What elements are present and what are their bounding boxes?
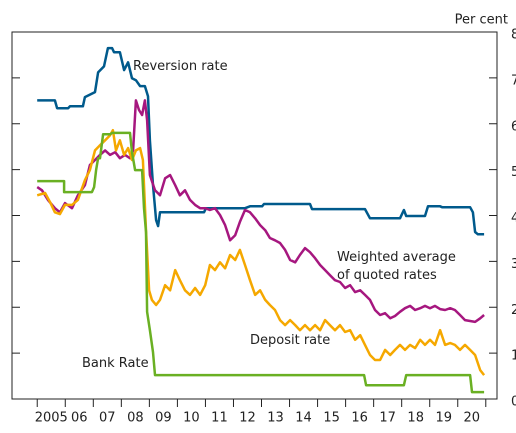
- series-label: Bank Rate: [82, 356, 149, 371]
- y-tick-label: 1: [511, 349, 516, 364]
- x-tick-label: 11: [211, 411, 228, 426]
- series-label: Weighted average of quoted rates: [337, 250, 456, 283]
- x-tick-label: 08: [127, 411, 144, 426]
- x-tick-label: 2005: [35, 411, 68, 426]
- x-tick-label: 20: [463, 411, 480, 426]
- x-tick-label: 10: [183, 411, 200, 426]
- x-tick-label: 06: [71, 411, 88, 426]
- y-tick-label: 8: [511, 28, 516, 43]
- x-tick-label: 07: [99, 411, 116, 426]
- x-tick-label: 15: [323, 411, 340, 426]
- y-tick-label: 6: [511, 119, 516, 134]
- y-tick-label: 5: [511, 165, 516, 180]
- series-label: Reversion rate: [133, 59, 228, 74]
- x-tick-label: 13: [267, 411, 284, 426]
- series-line: [36, 128, 486, 376]
- y-tick-label: 0: [511, 395, 516, 410]
- series-line: [36, 99, 485, 324]
- x-tick-label: 09: [155, 411, 172, 426]
- y-tick-label: 2: [511, 303, 516, 318]
- series-line: [37, 131, 485, 394]
- x-tick-label: 12: [239, 411, 256, 426]
- y-tick-label: 4: [511, 211, 516, 226]
- x-tick-label: 16: [351, 411, 368, 426]
- series-label: Deposit rate: [250, 333, 331, 348]
- y-tick-label: 3: [511, 257, 516, 272]
- x-tick-label: 18: [407, 411, 424, 426]
- x-tick-label: 17: [379, 411, 396, 426]
- y-tick-label: 7: [511, 73, 516, 88]
- x-tick-label: 19: [435, 411, 452, 426]
- series-line: [37, 46, 485, 236]
- x-tick-label: 14: [295, 411, 312, 426]
- y-axis-label: Per cent: [455, 13, 508, 28]
